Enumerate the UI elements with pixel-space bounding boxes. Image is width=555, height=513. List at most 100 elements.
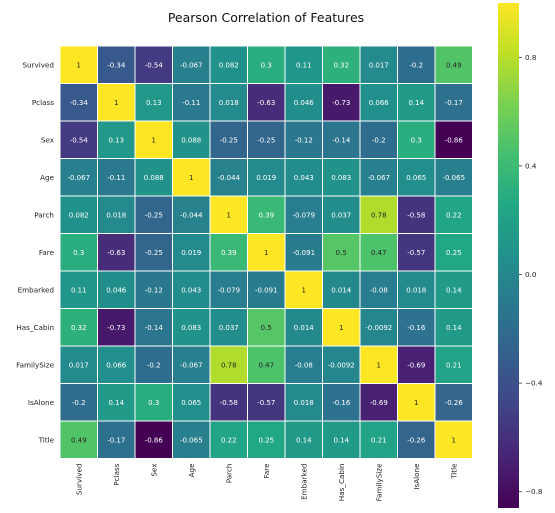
colorbar-tick-label: −0.4 — [525, 379, 543, 388]
cell-value-label: 0.014 — [294, 324, 315, 332]
y-tick-label: IsAlone — [28, 398, 55, 407]
heatmap-cell — [434, 83, 473, 122]
cell-value-label: -0.86 — [445, 136, 464, 144]
cell-value-label: 0.13 — [146, 99, 162, 107]
y-tick-label: FamilySize — [16, 360, 54, 369]
cell-value-label: 0.018 — [106, 211, 126, 219]
y-tick-label: Fare — [39, 248, 55, 257]
cell-value-label: -0.12 — [295, 136, 313, 144]
cell-value-label: -0.86 — [145, 436, 164, 444]
heatmap-cell — [359, 383, 398, 422]
heatmap-cell — [247, 420, 286, 459]
cell-value-label: 0.018 — [294, 399, 314, 407]
heatmap-cell — [97, 195, 136, 234]
cell-value-label: 0.39 — [221, 249, 237, 257]
x-tick-label: Survived — [74, 464, 83, 496]
heatmap-cell — [359, 195, 398, 234]
heatmap-cell — [284, 345, 323, 384]
heatmap-cell — [172, 195, 211, 234]
cell-value-label: -0.14 — [145, 324, 164, 332]
cell-value-label: 0.11 — [296, 61, 312, 69]
cell-value-label: 0.78 — [221, 361, 237, 369]
cell-value-label: 0.083 — [331, 174, 351, 182]
colorbar — [498, 3, 519, 508]
heatmap-cell — [359, 270, 398, 309]
colorbar-tick-label: 0.0 — [525, 270, 537, 279]
heatmap-cell — [397, 308, 436, 347]
cell-value-label: 1 — [377, 361, 381, 369]
cell-value-label: -0.54 — [70, 136, 89, 144]
cell-value-label: 0.39 — [258, 211, 274, 219]
heatmap-cell — [247, 270, 286, 309]
heatmap-cell — [209, 120, 248, 159]
heatmap-cell — [59, 120, 98, 159]
heatmap-cell — [359, 233, 398, 272]
cell-value-label: -0.079 — [217, 286, 240, 294]
y-tick-label: Title — [38, 435, 55, 444]
heatmap-cell — [322, 45, 361, 84]
heatmap-cell — [359, 120, 398, 159]
cell-value-label: 0.043 — [294, 174, 314, 182]
heatmap-cell — [247, 308, 286, 347]
heatmap-cell — [322, 308, 361, 347]
cell-value-label: -0.067 — [180, 361, 203, 369]
heatmap-cell — [397, 420, 436, 459]
cell-value-label: 0.018 — [406, 286, 426, 294]
cell-value-label: -0.2 — [409, 61, 423, 69]
cell-value-label: -0.11 — [107, 174, 125, 182]
heatmap-cell — [172, 233, 211, 272]
cell-value-label: 0.3 — [261, 61, 272, 69]
heatmap-cell — [247, 120, 286, 159]
cell-value-label: -0.065 — [442, 174, 465, 182]
cell-value-label: -0.58 — [220, 399, 238, 407]
cell-value-label: -0.067 — [67, 174, 90, 182]
x-tick-label: IsAlone — [412, 463, 421, 490]
y-tick-label: Sex — [41, 135, 55, 144]
cell-value-label: 0.22 — [446, 211, 462, 219]
cell-value-label: -0.25 — [145, 211, 163, 219]
cell-value-label: -0.2 — [147, 361, 161, 369]
heatmap-cell — [209, 383, 248, 422]
cell-value-label: 1 — [227, 211, 231, 219]
cell-value-label: 1 — [152, 136, 156, 144]
heatmap-cell — [97, 420, 136, 459]
heatmap-cell — [434, 345, 473, 384]
cell-value-label: -0.63 — [257, 99, 275, 107]
heatmap-cell — [434, 233, 473, 272]
x-tick-labels: Survived Pclass Sex Age Parch Fare Embarked Has… — [74, 463, 458, 502]
heatmap-cell — [359, 158, 398, 197]
cell-value-label: 1 — [114, 99, 118, 107]
heatmap-cell — [209, 308, 248, 347]
y-tick-label: Survived — [22, 60, 54, 69]
cell-value-label: -0.16 — [332, 399, 351, 407]
colorbar-tick-label: 0.4 — [525, 161, 537, 170]
y-tick-label: Has_Cabin — [16, 323, 54, 332]
heatmap-cell — [247, 83, 286, 122]
cell-value-label: -0.34 — [70, 99, 89, 107]
heatmap-cell — [434, 308, 473, 347]
cell-value-label: -0.25 — [220, 136, 238, 144]
heatmap-cell — [359, 345, 398, 384]
cell-value-label: 0.11 — [71, 286, 87, 294]
heatmap-cell — [97, 45, 136, 84]
cell-value-label: -0.08 — [370, 286, 388, 294]
cell-value-label: 0.065 — [406, 174, 426, 182]
cell-value-label: 0.046 — [106, 286, 127, 294]
cell-value-label: -0.2 — [372, 136, 386, 144]
heatmap-cell — [97, 308, 136, 347]
heatmap-cell — [284, 270, 323, 309]
heatmap-cell — [434, 383, 473, 422]
cell-value-label: -0.58 — [407, 211, 425, 219]
cell-value-label: -0.69 — [407, 361, 425, 369]
cell-value-label: -0.63 — [107, 249, 125, 257]
cell-value-label: 0.066 — [106, 361, 127, 369]
heatmap-cell — [359, 420, 398, 459]
y-tick-label: Embarked — [18, 285, 54, 294]
colorbar-tick-label: 0.8 — [525, 53, 537, 62]
cell-value-label: 1 — [452, 436, 456, 444]
heatmap-cell — [397, 270, 436, 309]
heatmap-cell — [134, 83, 173, 122]
heatmap-cell — [247, 233, 286, 272]
x-tick-label: Sex — [149, 463, 158, 477]
colorbar-tick-labels: 0.8 0.4 0.0 −0.4 −0.8 — [519, 53, 543, 496]
